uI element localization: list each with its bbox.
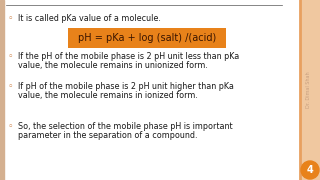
Text: 4: 4: [307, 165, 313, 175]
Text: value, the molecule remains in ionized form.: value, the molecule remains in ionized f…: [18, 91, 198, 100]
Text: ◦: ◦: [8, 14, 14, 23]
Text: So, the selection of the mobile phase pH is important: So, the selection of the mobile phase pH…: [18, 122, 233, 131]
Text: Dr. Dimal Shah: Dr. Dimal Shah: [306, 72, 310, 108]
Text: ◦: ◦: [8, 82, 14, 91]
FancyBboxPatch shape: [68, 28, 226, 48]
Bar: [300, 0, 320, 180]
Bar: [0, 0, 4, 180]
Text: ◦: ◦: [8, 122, 14, 131]
Text: parameter in the separation of a compound.: parameter in the separation of a compoun…: [18, 131, 197, 140]
Text: ◦: ◦: [8, 52, 14, 61]
Text: If the pH of the mobile phase is 2 pH unit less than pKa: If the pH of the mobile phase is 2 pH un…: [18, 52, 239, 61]
Text: pH = pKa + log (salt) /(acid): pH = pKa + log (salt) /(acid): [78, 33, 216, 43]
Text: value, the molecule remains in unionized form.: value, the molecule remains in unionized…: [18, 61, 208, 70]
Circle shape: [301, 161, 319, 179]
Text: If pH of the mobile phase is 2 pH unit higher than pKa: If pH of the mobile phase is 2 pH unit h…: [18, 82, 234, 91]
Text: It is called pKa value of a molecule.: It is called pKa value of a molecule.: [18, 14, 161, 23]
